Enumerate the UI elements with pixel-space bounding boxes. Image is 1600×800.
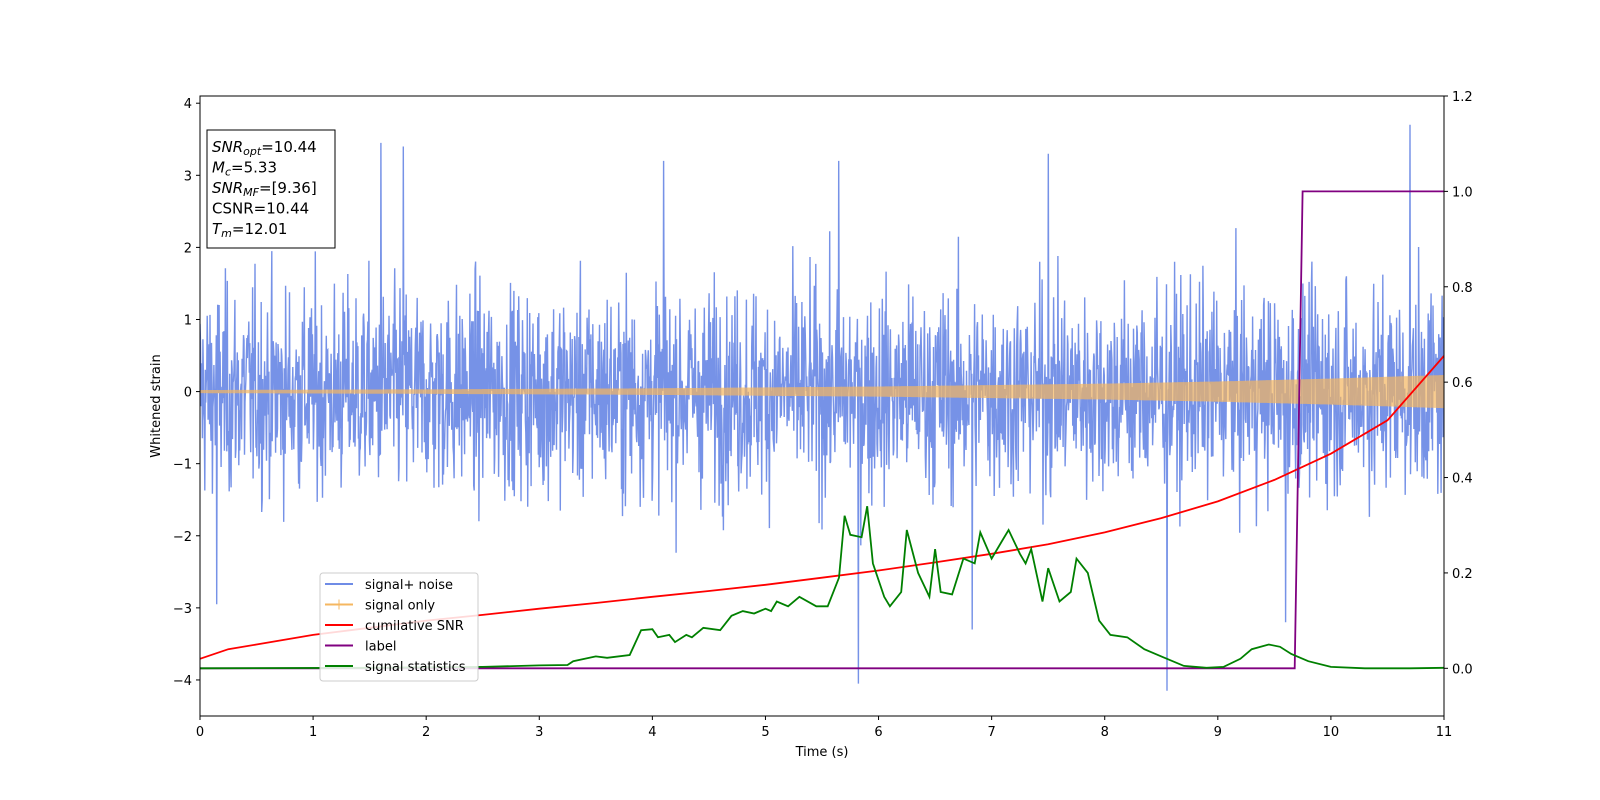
legend-label: signal only <box>365 599 435 614</box>
y-right-axis-ticks: 0.0 0.2 0.4 0.6 0.8 1.0 1.2 <box>1444 90 1473 677</box>
plot-frame <box>199 95 1445 717</box>
info-line-base: CSNR <box>212 200 254 218</box>
info-box-line: SNRopt=10.44 <box>212 138 317 158</box>
info-line-subscript: opt <box>243 145 262 158</box>
info-box: SNRopt=10.44Mc=5.33SNRMF=[9.36]CSNR=10.4… <box>206 129 336 249</box>
series-label <box>200 190 1444 670</box>
info-box-line: CSNR=10.44 <box>212 200 309 218</box>
y-right-tick-label: 0.0 <box>1452 662 1473 677</box>
info-box-line: SNRMF=[9.36] <box>212 179 317 199</box>
info-line-subscript: m <box>221 227 232 240</box>
y-right-tick-label: 0.2 <box>1452 567 1473 582</box>
info-line-base: M <box>212 159 225 177</box>
legend-label: cumilative SNR <box>365 619 464 634</box>
y-left-tick-label: 4 <box>184 97 192 112</box>
y-left-tick-label: −4 <box>173 674 192 689</box>
info-box-line: Mc=5.33 <box>212 159 277 179</box>
y-left-tick-label: 3 <box>184 169 192 184</box>
info-line-base: T <box>212 220 223 238</box>
series-signal-only <box>200 374 1444 409</box>
x-axis-ticks: 0 1 2 3 4 5 6 7 8 9 10 11 <box>196 716 1452 740</box>
series-signal-statistics <box>200 506 1444 670</box>
y-right-tick-label: 0.6 <box>1452 376 1473 391</box>
info-line-value: =[9.36] <box>259 179 317 197</box>
x-tick-label: 6 <box>874 725 882 740</box>
x-tick-label: 5 <box>761 725 769 740</box>
info-line-value: =5.33 <box>231 159 277 177</box>
legend-label: signal statistics <box>365 660 466 675</box>
y-left-tick-label: −3 <box>173 602 192 617</box>
y-left-axis-ticks: −4 −3 −2 −1 0 1 2 3 4 <box>173 97 200 689</box>
x-tick-label: 4 <box>648 725 656 740</box>
y-right-tick-label: 1.2 <box>1452 90 1473 105</box>
y-axis-label: Whitened strain <box>149 354 164 457</box>
legend-label: signal+ noise <box>365 578 453 593</box>
info-line-subscript: MF <box>243 186 259 199</box>
x-tick-label: 11 <box>1436 725 1453 740</box>
x-tick-label: 3 <box>535 725 543 740</box>
x-tick-label: 7 <box>987 725 995 740</box>
info-line-subscript: c <box>225 166 231 179</box>
info-box-frame <box>206 129 336 249</box>
x-axis-label: Time (s) <box>795 745 849 760</box>
y-left-tick-label: 1 <box>184 313 192 328</box>
y-left-tick-label: 0 <box>184 386 192 401</box>
y-left-tick-label: 2 <box>184 241 192 256</box>
info-line-value: =12.01 <box>232 220 288 238</box>
y-left-tick-label: −2 <box>173 530 192 545</box>
y-right-tick-label: 0.4 <box>1452 472 1473 487</box>
legend-label: label <box>365 640 396 655</box>
y-right-tick-label: 1.0 <box>1452 185 1473 200</box>
legend-frame <box>319 572 479 682</box>
x-tick-label: 1 <box>309 725 317 740</box>
info-box-line: Tm=12.01 <box>212 220 287 240</box>
y-right-tick-label: 0.8 <box>1452 281 1473 296</box>
info-line-value: =10.44 <box>254 200 310 218</box>
x-tick-label: 8 <box>1101 725 1109 740</box>
x-tick-label: 9 <box>1214 725 1222 740</box>
info-line-base: SNR <box>212 138 243 156</box>
x-tick-label: 10 <box>1323 725 1340 740</box>
info-line-base: SNR <box>212 179 243 197</box>
y-left-tick-label: −1 <box>173 458 192 473</box>
info-line-value: =10.44 <box>261 138 317 156</box>
x-tick-label: 2 <box>422 725 430 740</box>
x-tick-label: 0 <box>196 725 204 740</box>
legend: signal+ noise signal only cumilative SNR la… <box>319 572 479 682</box>
